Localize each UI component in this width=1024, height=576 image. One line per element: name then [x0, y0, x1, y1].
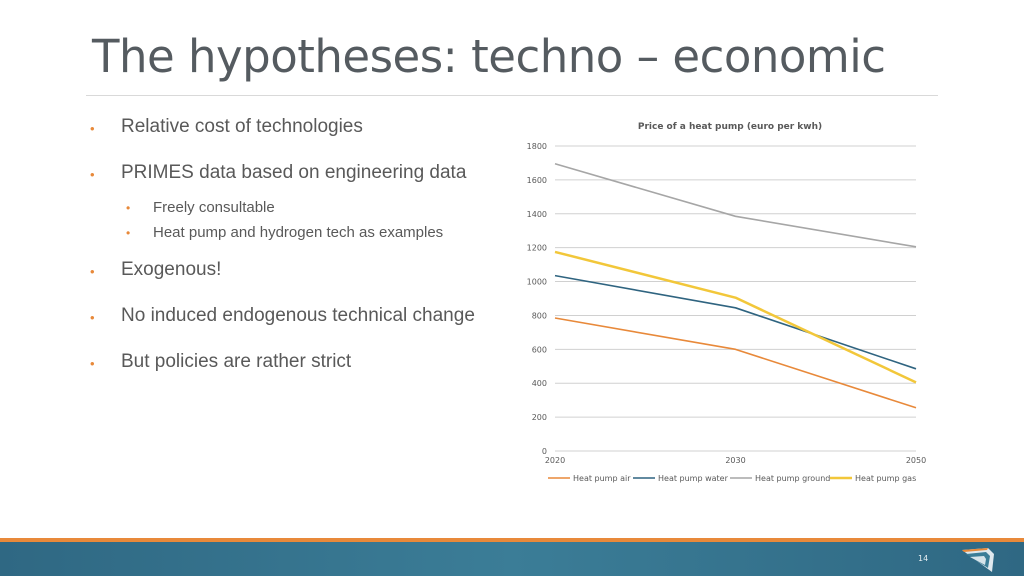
series-line-heat-pump-ground: [554, 163, 917, 248]
footer-stripe: [0, 538, 1024, 542]
y-tick-label: 400: [532, 379, 547, 388]
y-tick-label: 1600: [527, 176, 547, 185]
x-tick-label: 2020: [545, 456, 565, 465]
bullet-text: PRIMES data based on engineering data: [121, 162, 467, 183]
title-divider: [86, 95, 938, 96]
bullet-text: Heat pump and hydrogen tech as examples: [153, 224, 444, 241]
bullet-text: Relative cost of technologies: [121, 116, 363, 137]
legend-label: Heat pump air: [573, 474, 631, 483]
chart-title: Price of a heat pump (euro per kwh): [638, 122, 822, 132]
bullet-icon: •: [90, 310, 95, 325]
y-tick-label: 1000: [527, 278, 547, 287]
bullet-text: Exogenous!: [121, 259, 222, 280]
series-line-heat-pump-gas: [554, 250, 917, 384]
x-axis-ticks: 2020 2030 2050: [545, 456, 926, 465]
logo-icon: [962, 548, 994, 572]
series-line-heat-pump-air: [554, 317, 917, 409]
page-number: 14: [918, 554, 929, 563]
y-tick-label: 0: [542, 447, 547, 456]
series-line-heat-pump-water: [554, 274, 917, 370]
bullet-text: Freely consultable: [153, 199, 275, 216]
bullet-icon: •: [90, 264, 95, 279]
y-tick-label: 600: [532, 345, 547, 354]
heat-pump-price-chart: Price of a heat pump (euro per kwh) 0 200…: [527, 122, 927, 483]
bullet-icon: •: [126, 201, 131, 215]
chart-legend: Heat pump air Heat pump water Heat pump gr…: [548, 474, 916, 483]
bullet-icon: •: [90, 167, 95, 182]
y-axis-ticks: 0 200 400 600 800 1000 1200 1400 1600 1800: [527, 142, 547, 456]
legend-label: Heat pump gas: [855, 474, 916, 483]
bullet-text: But policies are rather strict: [121, 351, 352, 372]
legend-label: Heat pump ground: [755, 474, 830, 483]
legend-label: Heat pump water: [658, 474, 729, 483]
bullet-text: No induced endogenous technical change: [121, 305, 475, 326]
footer-band: [0, 542, 1024, 576]
chart-series: [554, 163, 917, 409]
bullet-icon: •: [90, 356, 95, 371]
bullet-icon: •: [126, 226, 131, 240]
y-tick-label: 800: [532, 311, 547, 320]
y-tick-label: 1400: [527, 210, 547, 219]
y-tick-label: 200: [532, 413, 547, 422]
y-tick-label: 1200: [527, 244, 547, 253]
bullet-icon: •: [90, 121, 95, 136]
x-tick-label: 2050: [906, 456, 926, 465]
slide-title: The hypotheses: techno – economic: [92, 30, 886, 83]
y-tick-label: 1800: [527, 142, 547, 151]
x-tick-label: 2030: [725, 456, 745, 465]
